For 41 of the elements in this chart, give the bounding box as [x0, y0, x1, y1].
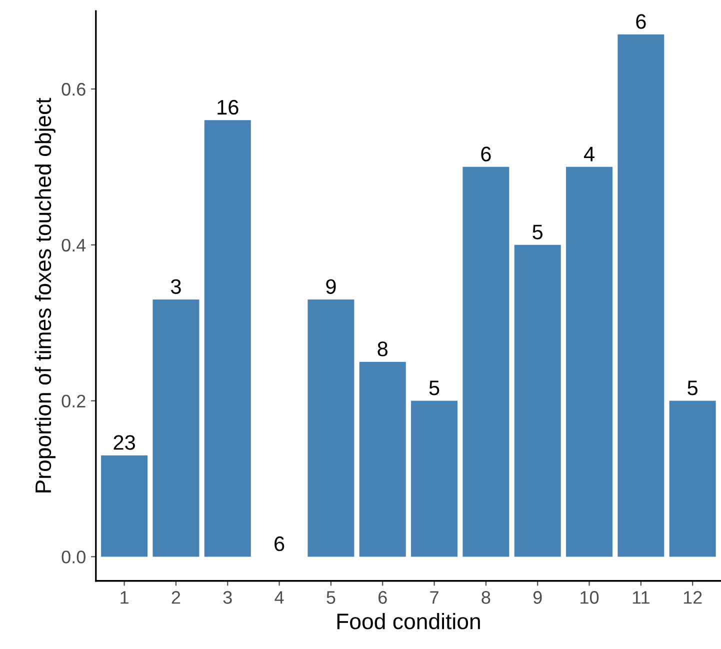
- x-tick-label: 12: [684, 591, 702, 604]
- annotation: 16: [218, 100, 238, 115]
- y-tick-label: 0.6: [62, 82, 86, 96]
- bar: [152, 299, 200, 557]
- annotation: 23: [114, 435, 135, 450]
- x-tick-label: 10: [580, 591, 599, 604]
- annotation: 4: [584, 146, 594, 162]
- annotation: 6: [274, 536, 284, 552]
- bar: [359, 362, 406, 557]
- bar: [618, 34, 664, 557]
- x-tick-label: 3: [223, 591, 232, 604]
- annotation: 3: [170, 279, 181, 294]
- bar: [669, 400, 716, 557]
- y-axis-title: Proportion of times foxes touched object: [34, 98, 56, 492]
- bar: [308, 299, 354, 557]
- bar: [101, 455, 148, 557]
- bar: [411, 400, 458, 557]
- bar: [204, 120, 251, 557]
- annotation: 5: [688, 380, 698, 396]
- y-tick-label: 0.0: [62, 550, 86, 564]
- x-tick-label: 1: [120, 591, 128, 604]
- y-tick-label: 0.4: [62, 238, 86, 252]
- x-tick-label: 2: [172, 591, 180, 604]
- annotation: 9: [326, 279, 336, 294]
- bar: [462, 166, 510, 557]
- bar: [514, 244, 561, 557]
- annotation: 8: [378, 342, 388, 356]
- x-tick-label: 4: [274, 591, 284, 604]
- x-tick-label: 5: [326, 591, 336, 604]
- x-tick-label: 11: [632, 591, 650, 604]
- x-axis-title: Food condition: [337, 612, 480, 630]
- x-tick-label: 6: [378, 591, 387, 604]
- x-tick-label: 9: [533, 591, 542, 604]
- annotation: 5: [429, 380, 440, 396]
- bar: [566, 166, 613, 557]
- annotation: 5: [532, 224, 543, 240]
- annotation: 6: [636, 14, 646, 29]
- y-tick-label: 0.2: [62, 394, 86, 408]
- x-tick-label: 8: [482, 591, 490, 604]
- annotation: 6: [481, 146, 491, 162]
- x-tick-label: 7: [430, 591, 438, 604]
